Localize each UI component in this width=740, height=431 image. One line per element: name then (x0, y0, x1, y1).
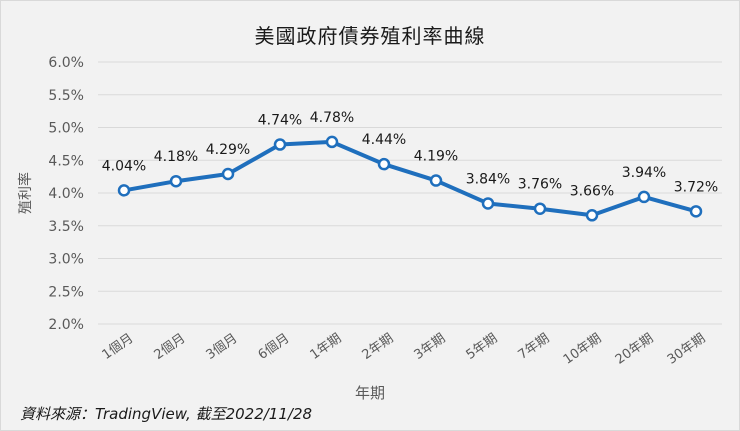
data-label: 3.66% (570, 183, 614, 199)
x-tick-label: 6個月 (256, 331, 293, 363)
y-tick-label: 4.5% (48, 153, 84, 169)
data-point-marker (377, 157, 391, 171)
data-label: 4.74% (258, 113, 302, 129)
data-point-marker (533, 202, 547, 215)
x-tick-label: 2個月 (152, 331, 189, 363)
y-tick-label: 3.0% (48, 252, 84, 268)
y-tick-label: 4.0% (48, 186, 84, 202)
y-tick-label: 2.0% (48, 317, 84, 333)
data-point-marker (429, 174, 443, 187)
y-tick-label: 2.5% (48, 284, 84, 300)
data-label: 3.84% (466, 171, 510, 187)
gridlines (98, 61, 722, 325)
yield-line (123, 139, 697, 218)
data-point-marker (689, 205, 703, 218)
x-tick-label: 1個月 (100, 331, 137, 363)
data-label: 3.76% (518, 177, 562, 193)
chart-title: 美國政府債券殖利率曲線 (254, 24, 486, 48)
data-point-marker (325, 135, 339, 149)
x-tick-label: 3個月 (204, 331, 241, 363)
data-points (117, 135, 703, 222)
data-label: 4.78% (310, 110, 354, 126)
x-tick-label: 3年期 (412, 331, 449, 363)
x-tick-label: 5年期 (464, 331, 501, 363)
x-tick-label: 10年期 (561, 331, 604, 368)
data-point-marker (273, 138, 287, 151)
x-tick-label: 1年期 (308, 331, 345, 363)
x-tick-label: 30年期 (665, 331, 708, 368)
data-point-marker (637, 190, 651, 204)
y-tick-label: 3.5% (48, 219, 84, 235)
y-axis-ticks: 6.0% 5.5% 5.0% 4.5% 4.0% 3.5% 3.0% 2.5% 2.0% (48, 55, 84, 333)
data-label: 4.19% (414, 149, 458, 165)
data-label: 3.72% (674, 179, 718, 195)
x-axis-title: 年期 (355, 384, 385, 402)
source-note: 資料來源：TradingView, 截至2022/11/28 (20, 405, 313, 423)
x-tick-label: 20年期 (613, 331, 656, 368)
data-point-marker (117, 184, 131, 197)
y-axis-title: 殖利率 (17, 172, 34, 214)
data-label: 4.44% (362, 132, 406, 148)
y-tick-label: 5.5% (48, 88, 84, 104)
y-tick-label: 6.0% (48, 55, 84, 71)
x-axis-ticks: 1個月 2個月 3個月 6個月 1年期 2年期 3年期 5年期 7年期 10年期 20年期 30年期 (100, 331, 709, 368)
data-point-marker (585, 209, 599, 222)
data-label: 4.18% (154, 149, 198, 165)
y-tick-label: 5.0% (48, 121, 84, 137)
data-label: 3.94% (622, 165, 666, 181)
data-label: 4.04% (102, 158, 146, 174)
data-point-marker (481, 197, 495, 210)
data-label: 4.29% (206, 142, 250, 158)
data-point-marker (169, 174, 183, 188)
data-labels: 4.04% 4.18% 4.29% 4.74% 4.78% 4.44% 4.19% 3.84%… (102, 110, 718, 199)
x-tick-label: 2年期 (360, 331, 397, 363)
x-tick-label: 7年期 (516, 331, 553, 363)
data-point-marker (221, 167, 235, 181)
